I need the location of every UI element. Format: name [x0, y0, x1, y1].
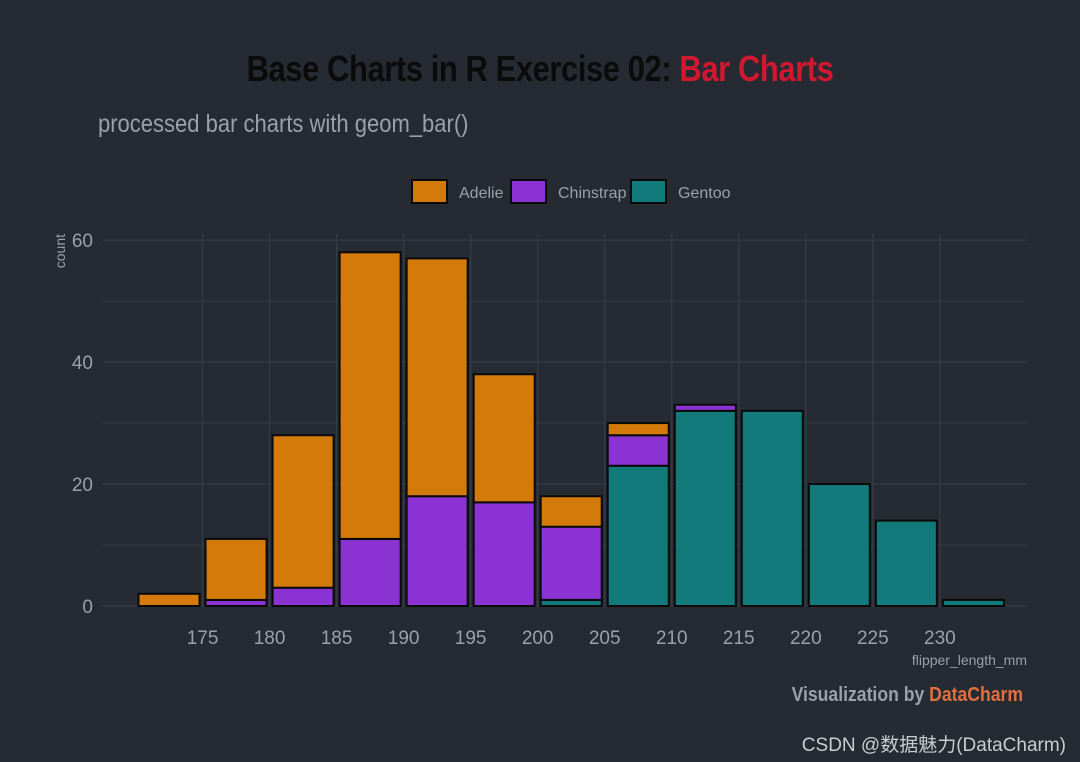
bar-adelie — [539, 495, 603, 528]
x-tick-label: 205 — [589, 628, 621, 649]
x-tick-label: 230 — [924, 628, 956, 649]
chart-subtitle: processed bar charts with geom_bar() — [98, 110, 469, 138]
bar-chinstrap — [673, 403, 737, 412]
x-tick-label: 175 — [187, 628, 219, 649]
bar-chinstrap — [271, 586, 335, 607]
x-axis-title: flipper_length_mm — [912, 652, 1027, 668]
bar-gentoo — [874, 519, 938, 607]
watermark: CSDN @数据魅力(DataCharm) — [801, 735, 1066, 756]
chart-title: Base Charts in R Exercise 02: Bar Charts — [76, 48, 1005, 90]
bar-gentoo — [673, 409, 737, 607]
x-tick-label: 200 — [522, 628, 554, 649]
bar-chinstrap — [338, 537, 402, 607]
x-tick-label: 180 — [254, 628, 286, 649]
x-tick-label: 195 — [455, 628, 487, 649]
legend-label-adelie: Adelie — [459, 185, 504, 202]
bar-adelie — [472, 373, 536, 504]
bar-chinstrap — [606, 434, 670, 467]
bar-adelie — [137, 592, 201, 608]
bar-chinstrap — [539, 525, 603, 601]
bar-gentoo — [807, 483, 871, 607]
legend-key-gentoo — [630, 179, 667, 204]
y-tick-label: 20 — [72, 475, 93, 496]
x-tick-label: 225 — [857, 628, 889, 649]
legend-key-chinstrap — [510, 179, 547, 204]
caption-prefix: Visualization by — [791, 684, 930, 706]
x-tick-label: 210 — [656, 628, 688, 649]
bar-adelie — [606, 422, 670, 437]
bar-chinstrap — [405, 495, 469, 608]
legend-label-gentoo: Gentoo — [678, 185, 731, 202]
chart-title-accent: Bar Charts — [679, 48, 834, 89]
bar-adelie — [338, 251, 402, 540]
bar-gentoo — [606, 464, 670, 607]
bar-adelie — [204, 537, 268, 601]
chart-title-main: Base Charts in R Exercise 02: — [246, 48, 680, 89]
x-tick-label: 190 — [388, 628, 420, 649]
caption: Visualization by DataCharm — [792, 684, 1023, 707]
caption-brand: DataCharm — [929, 684, 1023, 706]
bar-adelie — [271, 434, 335, 589]
bar-chinstrap — [472, 501, 536, 608]
legend-key-adelie — [411, 179, 448, 204]
y-tick-label: 0 — [82, 597, 93, 618]
y-axis-title: count — [52, 234, 68, 268]
x-tick-label: 215 — [723, 628, 755, 649]
bar-gentoo — [740, 409, 804, 607]
legend-label-chinstrap: Chinstrap — [558, 185, 627, 202]
bar-adelie — [405, 257, 469, 498]
bar-gentoo — [941, 598, 1005, 607]
x-tick-label: 220 — [790, 628, 822, 649]
y-tick-label: 60 — [72, 231, 93, 252]
y-tick-label: 40 — [72, 353, 93, 374]
x-tick-label: 185 — [321, 628, 353, 649]
